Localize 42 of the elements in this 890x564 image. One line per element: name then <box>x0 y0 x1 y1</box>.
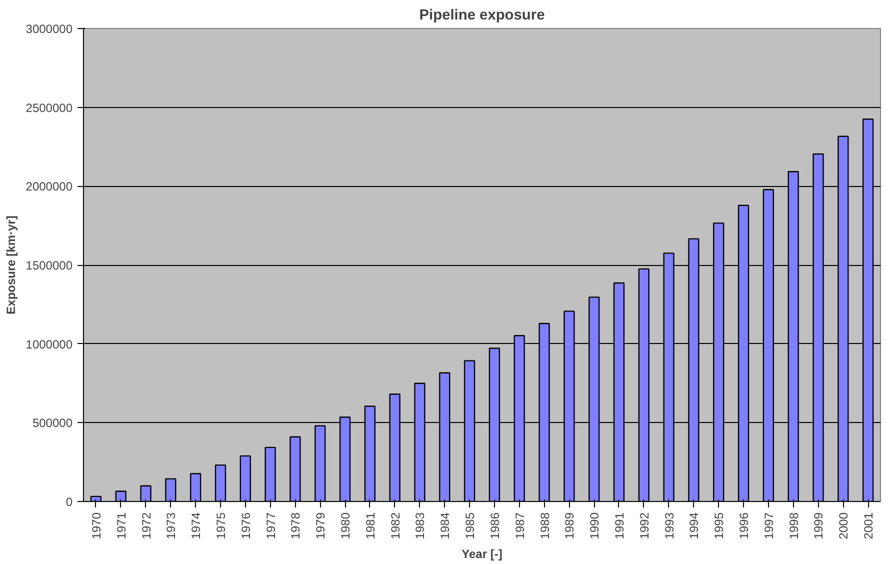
chart-title: Pipeline exposure <box>419 8 545 24</box>
x-tick-label: 1997 <box>762 512 776 540</box>
x-tick-label: 1983 <box>413 512 428 540</box>
y-tick-label: 1500000 <box>26 258 73 272</box>
x-tick-label: 1998 <box>786 512 801 540</box>
x-tick-label: 1984 <box>438 512 452 540</box>
x-tick-label: 1988 <box>538 512 552 540</box>
x-tick-label: 1999 <box>812 512 826 540</box>
x-tick-label: 1986 <box>488 512 502 540</box>
y-tick-label: 2500000 <box>26 100 73 115</box>
x-tick-label: 1979 <box>314 512 328 540</box>
y-tick-label: 0 <box>66 495 73 509</box>
x-tick-label: 1982 <box>388 512 402 540</box>
y-tick-label: 1000000 <box>26 337 73 352</box>
x-tick-label: 1973 <box>164 512 178 540</box>
x-tick-label: 2000 <box>836 512 851 540</box>
x-tick-label: 1972 <box>139 512 154 540</box>
x-tick-label: 1987 <box>512 512 527 540</box>
x-tick-label: 1990 <box>588 512 602 540</box>
x-tick-label: 1995 <box>712 512 726 540</box>
x-tick-label: 1970 <box>89 512 104 540</box>
x-tick-label: 1994 <box>687 512 702 540</box>
x-tick-label: 1976 <box>238 512 253 540</box>
x-tick-label: 1989 <box>562 512 577 540</box>
x-tick-label: 1980 <box>338 512 353 540</box>
x-tick-label: 1992 <box>637 512 652 540</box>
x-tick-label: 1971 <box>114 512 128 540</box>
x-tick-label: 1993 <box>662 512 676 540</box>
y-tick-label: 2000000 <box>26 180 73 194</box>
x-tick-label: 1975 <box>214 512 228 540</box>
y-tick-label: 500000 <box>32 416 73 430</box>
x-tick-label: 1978 <box>288 512 303 540</box>
x-axis-title: Year [-] <box>462 547 502 562</box>
x-tick-label: 1985 <box>463 512 478 540</box>
x-tick-label: 1981 <box>363 512 378 540</box>
x-tick-label: 1991 <box>612 512 626 540</box>
x-tick-label: 1974 <box>189 512 204 540</box>
x-tick-label: 1977 <box>264 512 278 540</box>
y-axis-title: Exposure [km·yr] <box>4 216 18 314</box>
x-tick-label: 2001 <box>862 512 876 540</box>
x-tick-label: 1996 <box>737 512 752 540</box>
y-tick-label: 3000000 <box>26 22 73 36</box>
